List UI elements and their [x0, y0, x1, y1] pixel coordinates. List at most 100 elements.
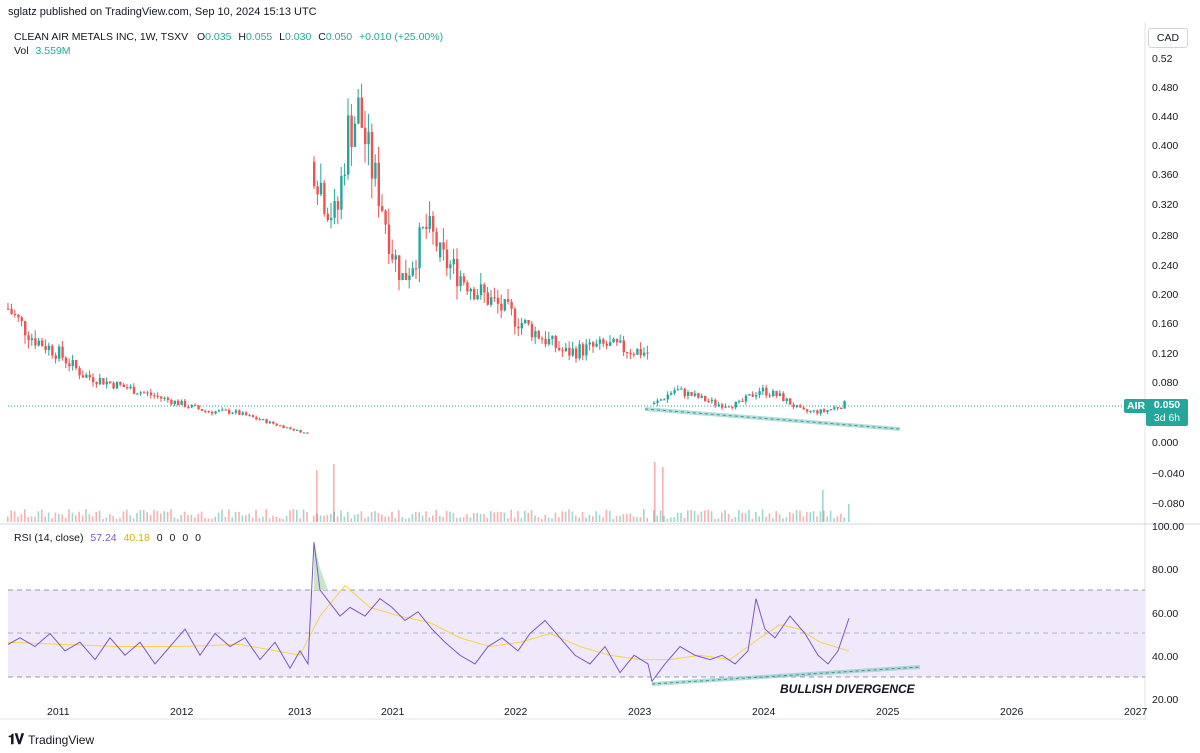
volume-bar	[160, 513, 162, 522]
candle-body	[268, 421, 272, 424]
volume-bar	[598, 514, 601, 522]
price-tick: 0.120	[1152, 348, 1178, 360]
volume-bar	[643, 509, 645, 522]
volume-bar	[676, 512, 679, 522]
candle-body	[442, 242, 445, 250]
candle-body	[408, 275, 411, 280]
volume-bar	[109, 514, 111, 522]
candle-body	[401, 273, 404, 281]
volume-bar	[292, 509, 295, 522]
volume-bar	[816, 516, 818, 522]
price-tick: −0.080	[1152, 498, 1185, 510]
time-axis[interactable]: 2011 2012 2013 2021 2022 2023 2024 2025 …	[47, 706, 1148, 718]
candle-body	[612, 338, 615, 343]
candle-body	[537, 331, 540, 339]
volume-bar	[211, 518, 213, 522]
volume-bar	[255, 509, 257, 522]
volume-bar	[462, 517, 465, 522]
volume-bar	[24, 509, 26, 522]
candle-body	[629, 352, 632, 355]
candle-body	[95, 382, 98, 385]
volume-bar	[112, 516, 114, 522]
ticker-badge: AIR	[1124, 399, 1149, 413]
volume-bar	[632, 516, 635, 522]
currency-button[interactable]: CAD	[1148, 28, 1188, 48]
volume-bar	[146, 512, 148, 522]
candle-body	[473, 288, 476, 300]
volume-bar	[180, 515, 182, 522]
candle-body	[75, 360, 78, 369]
candle-body	[568, 347, 571, 356]
candle-body	[377, 162, 380, 207]
rsi-axis[interactable]: 100.00 80.00 60.00 40.00 20.00	[1152, 521, 1184, 706]
candle-body	[58, 346, 61, 359]
volume-bar	[245, 515, 247, 522]
volume-bar	[326, 514, 329, 522]
candle-body	[816, 410, 819, 414]
volume-bar	[156, 510, 159, 522]
candle-body	[265, 419, 268, 424]
candle-body	[632, 354, 636, 356]
candle-body	[326, 213, 329, 220]
volume-bar	[221, 509, 223, 522]
candle-body	[513, 308, 517, 327]
candle-body	[775, 390, 778, 396]
volume-bar	[792, 513, 794, 522]
candle-body	[190, 404, 193, 408]
volume-bar	[173, 517, 176, 522]
candle-body	[421, 226, 425, 228]
candle-body	[163, 397, 166, 399]
o-value: 0.035	[205, 31, 231, 43]
candle-body	[738, 400, 741, 402]
volume-bar	[347, 511, 349, 522]
volume-bar	[381, 514, 383, 522]
volume-bar	[357, 514, 359, 522]
candle-body	[156, 395, 159, 397]
candle-body	[802, 407, 805, 410]
volume-bar	[517, 510, 519, 522]
volume-bar	[772, 518, 774, 522]
candle-body	[183, 400, 187, 407]
candle-body	[615, 338, 619, 343]
volume-bar	[149, 514, 152, 522]
volume-bar	[296, 509, 298, 522]
volume-bar	[197, 513, 199, 522]
price-tick: 0.200	[1152, 289, 1178, 301]
volume-bar	[316, 513, 318, 522]
candle-body	[714, 399, 717, 406]
volume-bar	[425, 511, 427, 522]
rsi-ma-line	[7, 584, 850, 661]
candle-body	[829, 409, 833, 411]
candle-body	[575, 348, 578, 359]
volume-bar	[626, 514, 628, 522]
candle-body	[109, 381, 112, 383]
rsi-line	[7, 542, 850, 683]
volume-bar	[537, 517, 540, 522]
volume-bar	[54, 512, 57, 522]
volume-bar	[473, 513, 475, 522]
candle-body	[544, 338, 547, 345]
volume-bar	[319, 515, 322, 522]
candle-body	[493, 297, 496, 299]
candle-body	[41, 340, 44, 347]
h-label: H	[238, 31, 246, 43]
volume-bar	[666, 518, 669, 522]
rsi-extra-2: 0	[182, 532, 188, 544]
candle-body	[217, 410, 221, 412]
candle-body	[527, 319, 530, 324]
candle-body	[367, 132, 370, 145]
volume-bar	[615, 516, 618, 522]
volume-bar	[204, 517, 206, 522]
time-tick: 2021	[381, 706, 405, 718]
price-axis[interactable]: 0.52 0.480 0.440 0.400 0.360 0.320 0.280…	[1152, 53, 1185, 510]
bullish-divergence-label[interactable]: BULLISH DIVERGENCE	[780, 682, 916, 696]
volume-bar	[687, 510, 689, 522]
volume-bar	[88, 514, 91, 522]
volume-bar	[700, 511, 703, 522]
candle-body	[653, 402, 656, 405]
volume-bar	[251, 517, 254, 522]
volume-bar	[843, 517, 845, 522]
footer-brand[interactable]: 𝟏𝐕 TradingView	[8, 731, 94, 748]
volume-bar	[592, 516, 594, 522]
